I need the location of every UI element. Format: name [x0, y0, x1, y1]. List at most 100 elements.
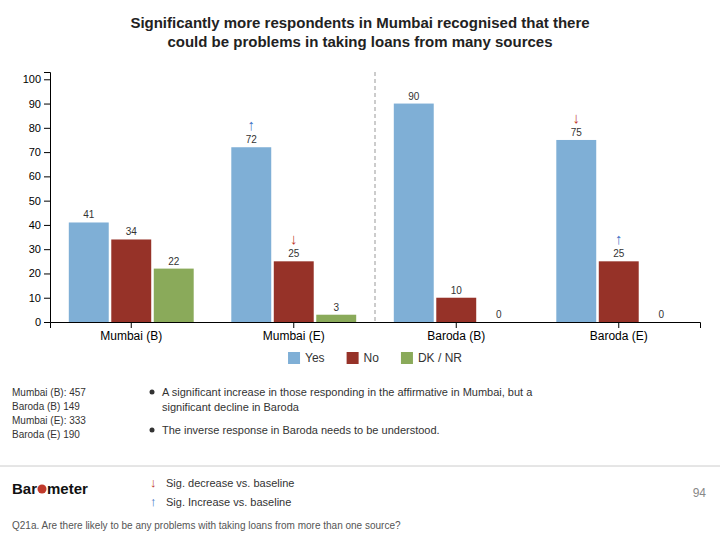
logo-text: Bar	[12, 480, 37, 497]
data-label: 41	[83, 209, 95, 220]
sig-key-symbol: ↑	[150, 494, 157, 509]
legend-item: No	[347, 351, 380, 365]
x-tick-mark	[456, 322, 457, 328]
sig-arrow: ↓	[290, 230, 298, 247]
y-tick-label: 60	[29, 170, 41, 182]
y-tick: 20	[29, 267, 50, 279]
x-tick-mark	[618, 322, 619, 328]
x-tick-label: Baroda (B)	[427, 329, 485, 343]
bar	[436, 298, 476, 322]
bar	[316, 315, 356, 322]
y-tick: 90	[29, 98, 50, 110]
y-tick-mark	[44, 249, 50, 250]
bar	[111, 239, 151, 322]
legend-item: DK / NR	[401, 351, 462, 365]
group-divider	[375, 72, 376, 322]
y-tick-mark	[44, 152, 50, 153]
legend-label: DK / NR	[418, 351, 462, 365]
y-tick-label: 80	[29, 122, 41, 134]
y-axis-line	[44, 73, 51, 323]
data-label: 0	[496, 309, 502, 320]
data-label: 75	[571, 127, 583, 138]
data-labels: 417290753425102522300	[83, 91, 664, 320]
legend-item: Yes	[288, 351, 325, 365]
sig-key-text: Sig. Increase vs. baseline	[166, 496, 291, 508]
x-tick: Baroda (E)	[590, 322, 648, 343]
y-axis: 0 10 20 30 40 50 60 70 80 90 100	[23, 73, 51, 329]
legend-label: Yes	[305, 351, 325, 365]
bullet-dot	[150, 428, 155, 433]
sig-arrow: ↑	[615, 230, 623, 247]
y-tick-label: 10	[29, 292, 41, 304]
legend: Yes No DK / NR	[288, 351, 462, 365]
data-label: 34	[126, 226, 138, 237]
y-tick-mark	[44, 201, 50, 202]
y-tick-label: 40	[29, 219, 41, 231]
bar	[479, 322, 519, 323]
footnote: Q21a. Are there likely to be any problem…	[12, 520, 401, 531]
bar-series	[154, 269, 356, 322]
legend-swatch	[401, 352, 413, 364]
y-tick: 70	[29, 146, 50, 158]
bar	[274, 261, 314, 322]
data-label: 22	[168, 256, 180, 267]
legend-swatch	[288, 352, 300, 364]
bar	[394, 104, 434, 322]
sample-sizes: Mumbai (B): 457Baroda (B) 149Mumbai (E):…	[12, 387, 86, 440]
bullet-text: A significant increase in those respondi…	[162, 386, 533, 413]
y-tick-label: 20	[29, 267, 41, 279]
data-label: 25	[288, 248, 300, 259]
y-tick: 30	[29, 243, 50, 255]
logo: Bar meter	[12, 480, 88, 497]
bar	[69, 222, 109, 322]
y-tick-mark	[44, 298, 50, 299]
y-tick-mark	[44, 322, 50, 323]
chart-svg: Significantly more respondents in Mumbai…	[0, 0, 720, 540]
sample-size: Mumbai (E): 333	[12, 415, 86, 426]
bar-series	[69, 104, 596, 322]
bullets: A significant increase in those respondi…	[150, 386, 534, 436]
y-tick: 50	[29, 195, 50, 207]
sig-key-text: Sig. decrease vs. baseline	[166, 477, 294, 489]
logo-text: meter	[47, 480, 88, 497]
bar	[556, 140, 596, 322]
y-tick-label: 0	[35, 316, 41, 328]
bullet-dot	[150, 390, 155, 395]
title-line: could be problems in taking loans from m…	[167, 33, 552, 50]
y-tick-label: 70	[29, 146, 41, 158]
title-line: Significantly more respondents in Mumbai…	[130, 14, 589, 31]
sample-size: Mumbai (B): 457	[12, 387, 86, 398]
data-label: 25	[613, 248, 625, 259]
bullet-line: significant decline in Baroda	[162, 401, 300, 413]
x-tick-mark	[293, 322, 294, 328]
sig-arrow: ↓	[573, 109, 581, 126]
legend-label: No	[364, 351, 380, 365]
x-tick-label: Mumbai (B)	[100, 329, 162, 343]
y-tick: 40	[29, 219, 50, 231]
y-tick-label: 100	[23, 73, 41, 85]
legend-swatch	[347, 352, 359, 364]
y-tick-label: 50	[29, 195, 41, 207]
data-label: 3	[333, 302, 339, 313]
data-label: 90	[408, 91, 420, 102]
y-tick: 0	[35, 316, 50, 328]
x-axis: Mumbai (B) Mumbai (E) Baroda (B) Baroda (E)	[51, 322, 701, 343]
bullet-line: A significant increase in those respondi…	[162, 386, 533, 398]
y-tick-mark	[44, 79, 50, 80]
y-tick-mark	[44, 273, 50, 274]
data-label: 72	[246, 134, 258, 145]
page-number: 94	[693, 486, 707, 500]
annotations: ↑ ↓ ↓ ↑	[248, 109, 623, 247]
y-tick: 80	[29, 122, 50, 134]
bar-series	[111, 239, 638, 322]
logo-dot	[38, 485, 47, 494]
y-tick-mark	[44, 104, 50, 105]
y-tick-mark	[44, 225, 50, 226]
bar	[231, 147, 271, 322]
bullet-text: The inverse response in Baroda needs to …	[162, 424, 440, 436]
x-tick: Baroda (B)	[427, 322, 485, 343]
bullet-line: The inverse response in Baroda needs to …	[162, 424, 440, 436]
data-label: 10	[451, 285, 463, 296]
sig-arrow: ↑	[248, 116, 256, 133]
x-tick: Mumbai (E)	[263, 322, 325, 343]
